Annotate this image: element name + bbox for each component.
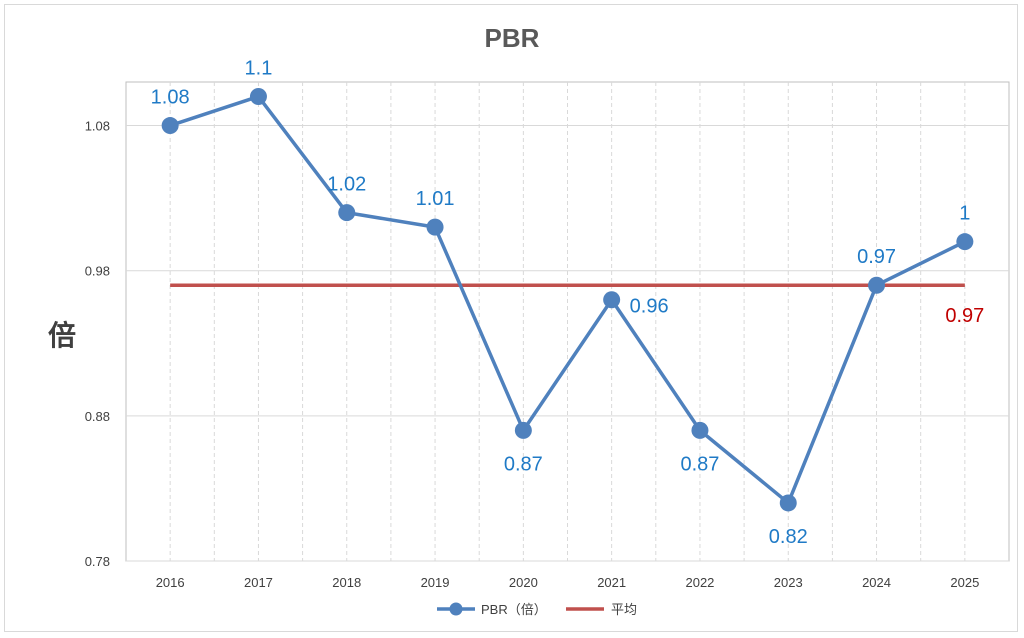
pbr-point [161, 117, 179, 135]
x-tick-label: 2019 [421, 575, 450, 590]
y-tick-label: 0.88 [85, 409, 110, 424]
pbr-point [691, 421, 709, 439]
pbr-point [514, 421, 532, 439]
pbr-point [249, 88, 267, 106]
x-tick-label: 2018 [332, 575, 361, 590]
grid-layer [125, 81, 1010, 562]
pbr-point [956, 233, 974, 251]
legend-pbr-label: PBR（倍） [481, 602, 547, 617]
label-layer: 1.08 1.1 1.02 1.01 0.87 0.96 0.87 0.82 0.97 1 0.97 [151, 58, 985, 548]
pbr-data-label: 0.97 [857, 246, 896, 268]
pbr-data-label: 1.01 [416, 188, 455, 210]
series-layer [161, 88, 974, 512]
x-tick-label: 2021 [597, 575, 626, 590]
x-tick-label: 2020 [509, 575, 538, 590]
x-tick-label: 2025 [950, 575, 979, 590]
y-axis-title: 倍 [48, 319, 76, 351]
x-tick-label: 2016 [156, 575, 185, 590]
x-tick-label: 2024 [862, 575, 891, 590]
pbr-data-label: 0.87 [680, 453, 719, 475]
pbr-data-label: 0.82 [769, 526, 808, 548]
legend-pbr-marker [449, 602, 463, 616]
y-tick-label: 0.78 [85, 554, 110, 569]
chart-frame [4, 4, 1018, 632]
legend-average-label: 平均 [611, 602, 637, 617]
pbr-data-label: 1.08 [151, 87, 190, 109]
pbr-data-label: 0.87 [504, 453, 543, 475]
axis-layer: 0.78 0.88 0.98 1.08 2016 2017 2018 2019 2020 2021… [85, 119, 980, 590]
x-tick-label: 2022 [685, 575, 714, 590]
pbr-point [603, 291, 621, 309]
pbr-point [338, 204, 356, 222]
pbr-line [169, 94, 966, 505]
pbr-data-label: 1.02 [327, 174, 366, 196]
pbr-point [426, 218, 444, 236]
pbr-point [779, 494, 797, 512]
pbr-point [868, 276, 886, 294]
y-tick-label: 1.08 [85, 119, 110, 134]
x-tick-label: 2023 [774, 575, 803, 590]
pbr-data-label: 0.96 [630, 296, 669, 318]
y-tick-label: 0.98 [85, 264, 110, 279]
pbr-data-label: 1.1 [245, 58, 273, 80]
x-tick-label: 2017 [244, 575, 273, 590]
pbr-data-label: 1 [959, 203, 970, 225]
average-data-label: 0.97 [945, 305, 984, 327]
chart-title: PBR [485, 23, 540, 53]
legend: PBR（倍） 平均 [437, 602, 637, 617]
